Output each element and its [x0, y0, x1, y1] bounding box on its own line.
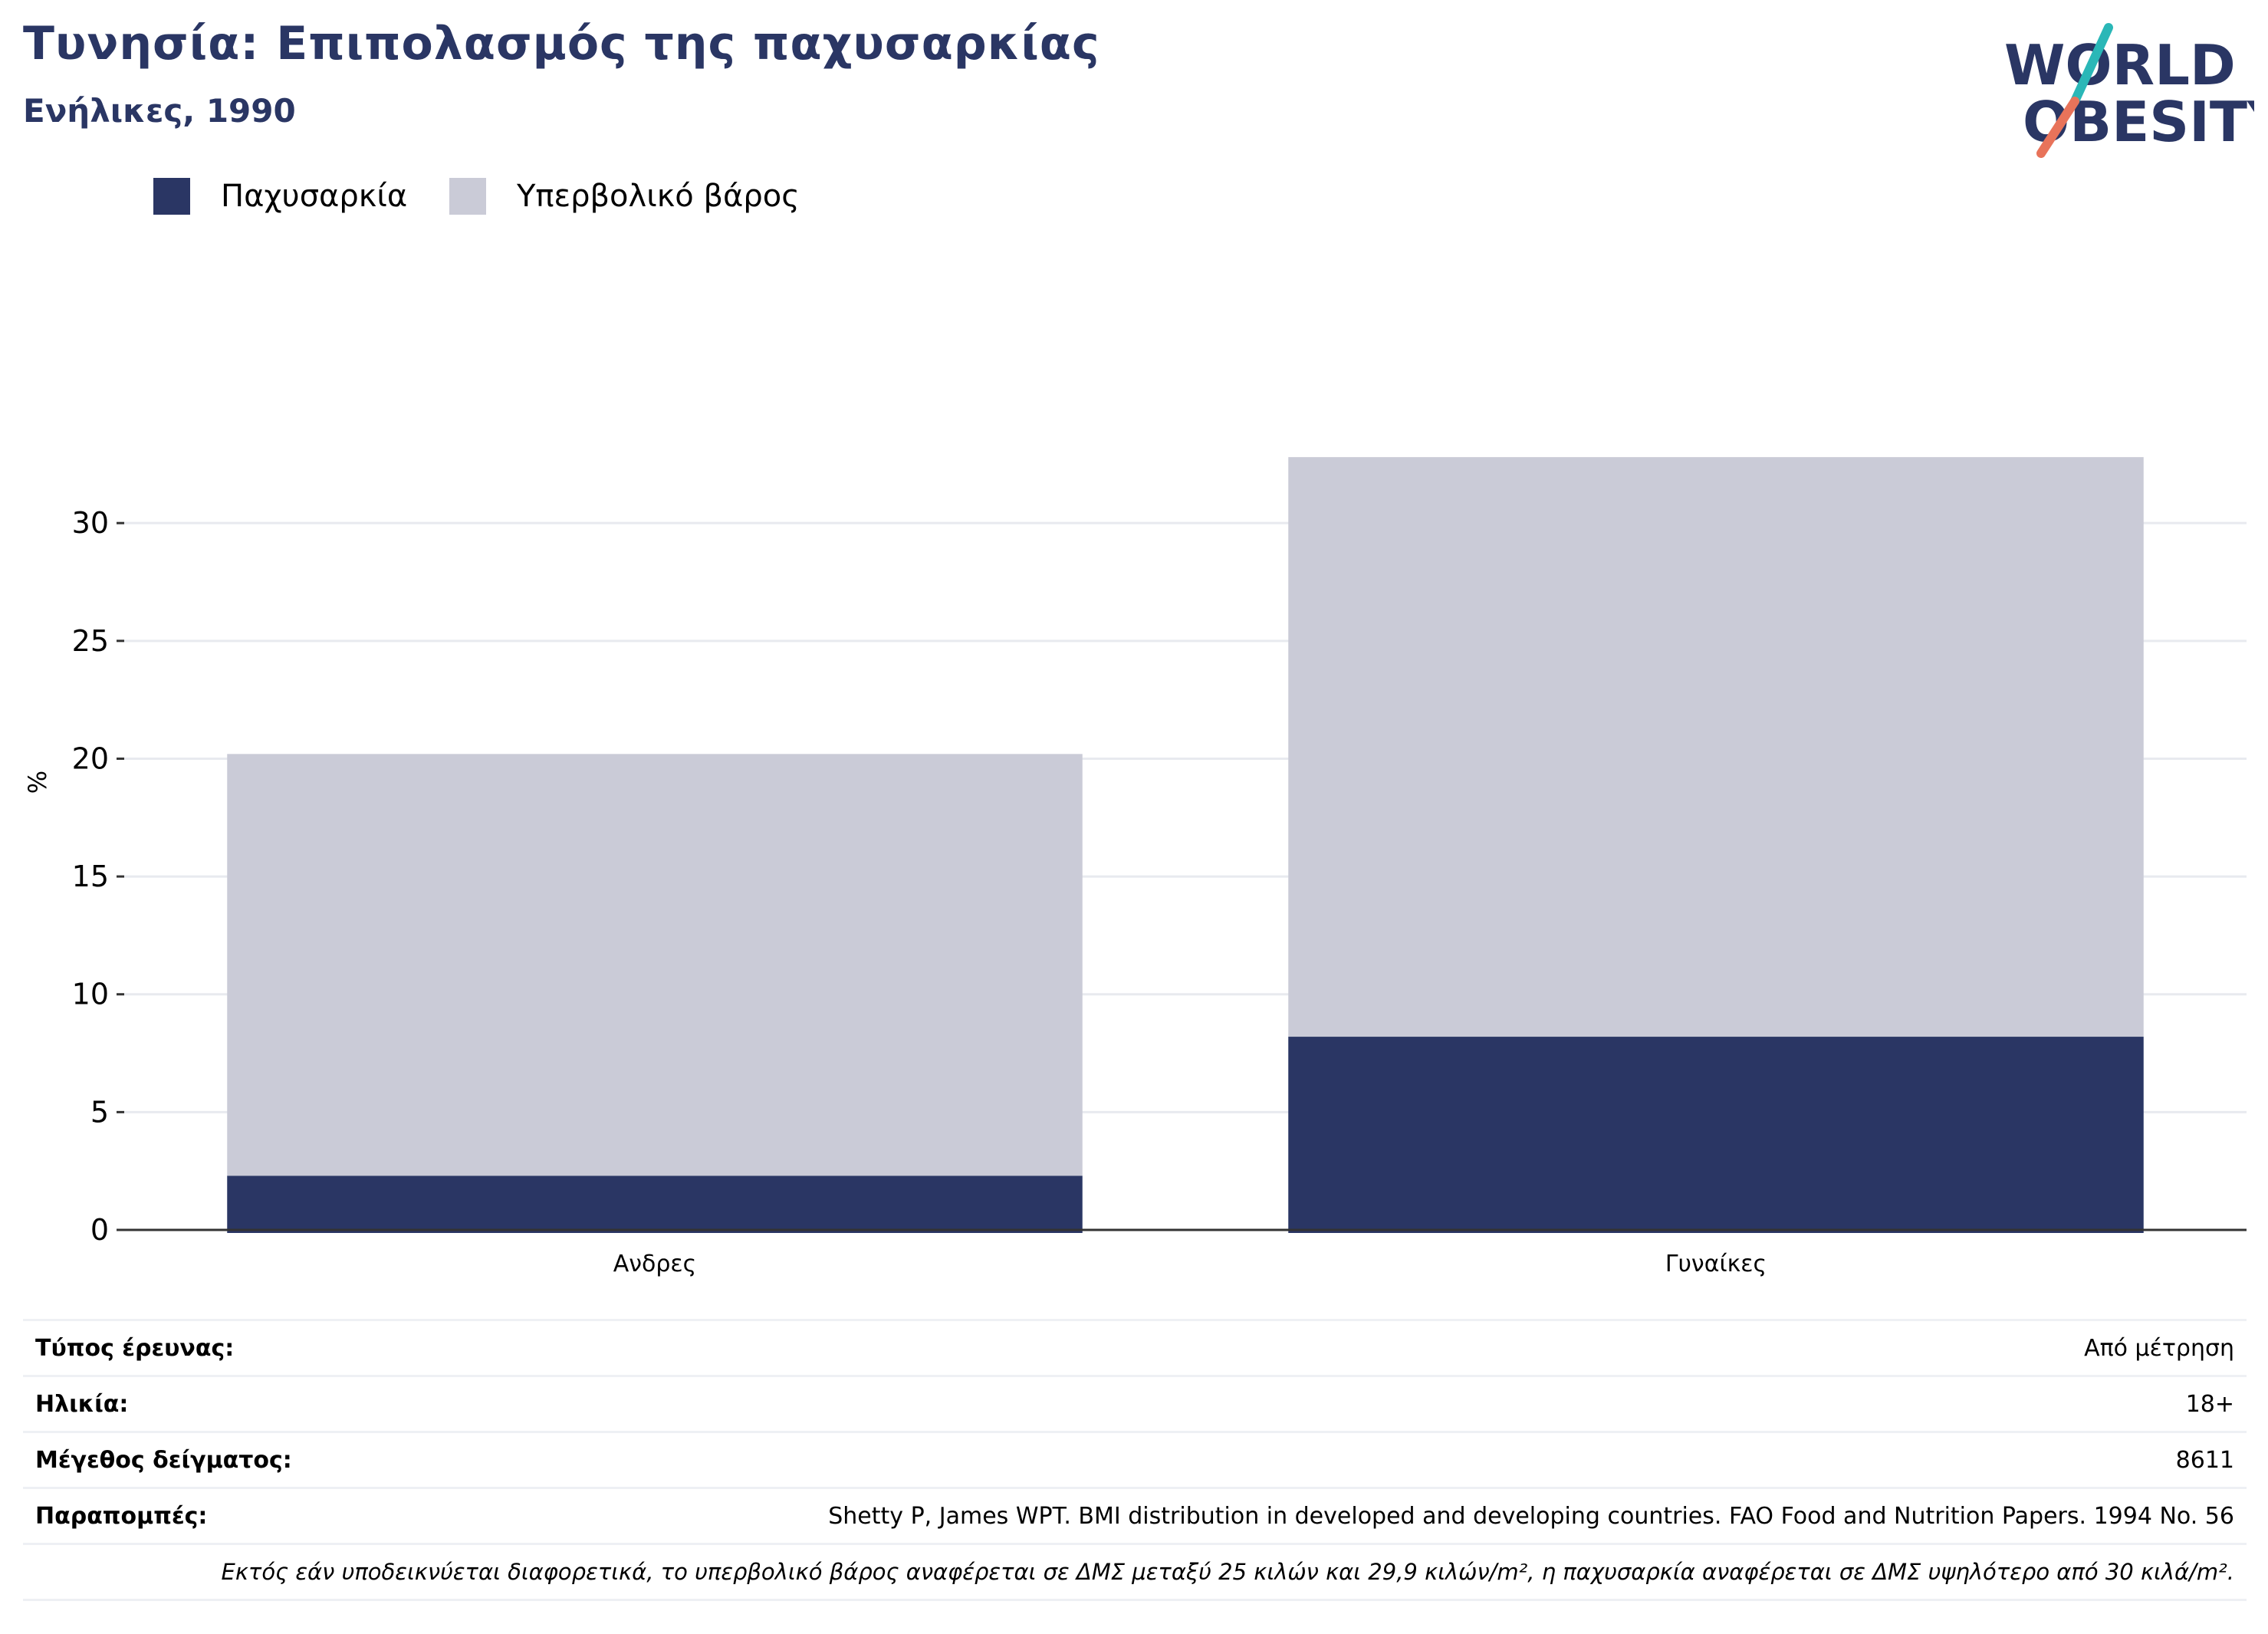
info-row-sample-size: Μέγεθος δείγματος: 8611 [23, 1431, 2247, 1487]
info-row-age: Ηλικία: 18+ [23, 1375, 2247, 1431]
y-tick-label: 30 [72, 506, 109, 540]
world-obesity-logo: WORLD OBESITY [2004, 23, 2254, 158]
y-tick-label: 20 [72, 741, 109, 775]
y-axis-label: % [23, 771, 52, 794]
info-value: 8611 [2175, 1447, 2234, 1474]
info-label: Ηλικία: [35, 1391, 129, 1418]
info-value: 18+ [2185, 1391, 2234, 1418]
x-tick-label: Ανδρες [613, 1251, 697, 1277]
bars [227, 457, 2144, 1233]
y-tick-label: 0 [90, 1213, 109, 1247]
legend-label-obesity: Παχυσαρκία [221, 179, 408, 214]
bar-overweight-1[interactable] [1288, 457, 2144, 1037]
legend-label-overweight: Υπερβολικό βάρος [517, 179, 800, 214]
legend-swatch-overweight [449, 178, 486, 215]
x-tick-labels: Ανδρες Γυναίκες [613, 1251, 1767, 1277]
info-row-references: Παραπομπές: Shetty P, James WPT. BMI dis… [23, 1487, 2247, 1543]
info-table: Τύπος έρευνας: Από μέτρηση Ηλικία: 18+ Μ… [23, 1319, 2247, 1601]
bar-obesity-0[interactable] [227, 1175, 1083, 1233]
y-tick-labels: 0 5 10 15 20 25 30 [72, 506, 124, 1247]
logo-slash-coral [2036, 97, 2079, 158]
info-label: Μέγεθος δείγματος: [35, 1447, 292, 1474]
info-label: Τύπος έρευνας: [35, 1335, 235, 1362]
bar-chart: 0 5 10 15 20 25 30 Ανδρες Γυναίκες % [23, 457, 2247, 1277]
y-tick-label: 5 [90, 1095, 109, 1129]
logo-line1: WORLD [2004, 33, 2236, 97]
chart-title: Τυνησία: Επιπολασμός της παχυσαρκίας [23, 17, 1100, 71]
logo-slash-teal [2070, 23, 2113, 106]
info-label: Παραπομπές: [35, 1503, 208, 1530]
info-row-survey-type: Τύπος έρευνας: Από μέτρηση [23, 1319, 2247, 1375]
info-value: Shetty P, James WPT. BMI distribution in… [828, 1503, 2234, 1530]
info-row-footnote: Εκτός εάν υποδεικνύεται διαφορετικά, το … [23, 1543, 2247, 1601]
chart-subtitle: Ενήλικες, 1990 [23, 92, 296, 130]
legend-swatch-obesity [153, 178, 190, 215]
legend-item-overweight[interactable]: Υπερβολικό βάρος [449, 175, 800, 218]
y-tick-label: 10 [72, 978, 109, 1011]
y-tick-label: 25 [72, 624, 109, 658]
footnote: Εκτός εάν υποδεικνύεται διαφορετικά, το … [221, 1559, 2235, 1585]
legend-item-obesity[interactable]: Παχυσαρκία [153, 175, 407, 218]
bar-overweight-0[interactable] [227, 754, 1083, 1176]
bar-obesity-1[interactable] [1288, 1037, 2144, 1233]
x-tick-label: Γυναίκες [1665, 1251, 1767, 1277]
y-tick-label: 15 [72, 860, 109, 893]
info-value: Από μέτρηση [2084, 1335, 2234, 1362]
